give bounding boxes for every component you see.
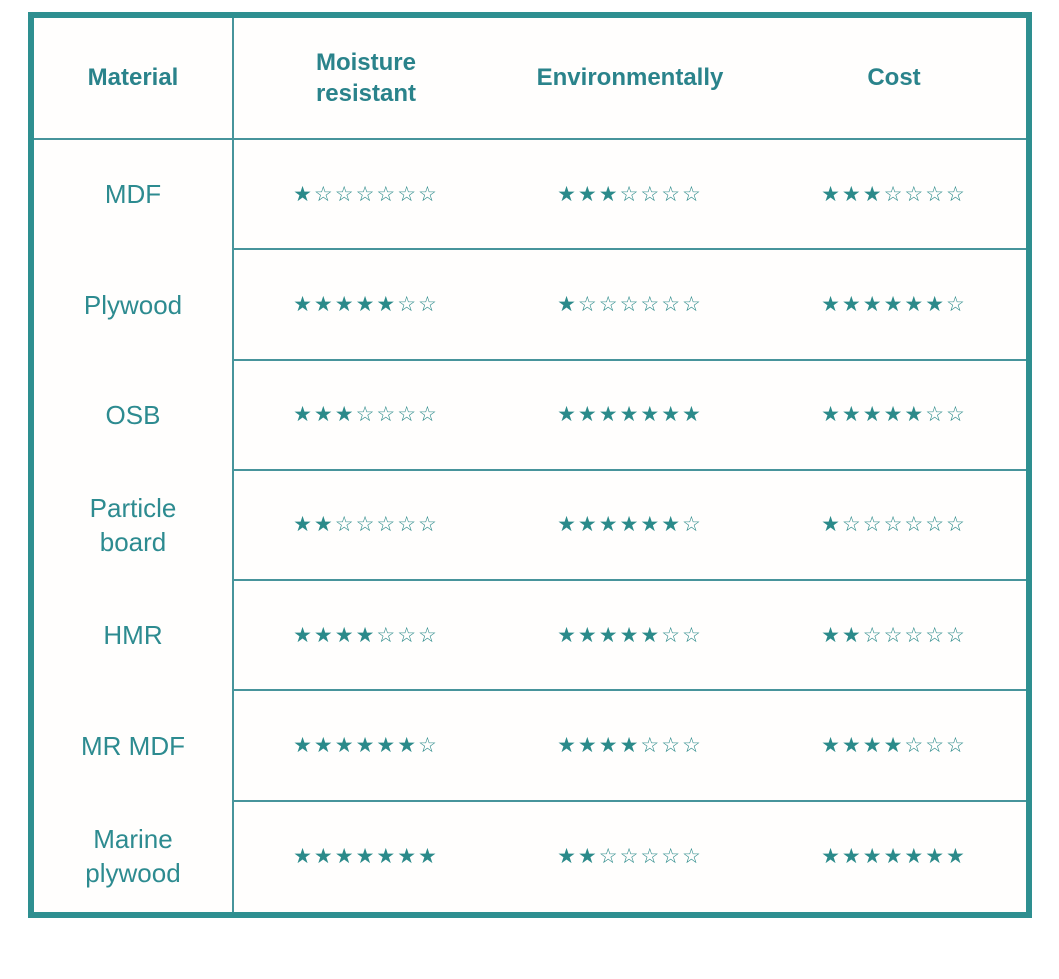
star-rating: ★★☆☆☆☆☆ bbox=[557, 845, 703, 869]
rating-cell-moisture: ★★★☆☆☆☆ bbox=[234, 361, 498, 471]
star-rating: ★★★★★☆☆ bbox=[557, 623, 703, 647]
rating-cell-moisture: ★★☆☆☆☆☆ bbox=[234, 471, 498, 582]
comparison-table: Material Moisture resistant Environmenta… bbox=[28, 12, 1032, 918]
material-label: OSB bbox=[105, 399, 161, 430]
material-label: HMR bbox=[103, 620, 163, 651]
column-header-label: Environmentally bbox=[536, 64, 724, 92]
star-rating: ★★★★☆☆☆ bbox=[293, 623, 439, 647]
star-rating: ★☆☆☆☆☆☆ bbox=[821, 513, 967, 537]
star-rating: ★★★★★☆☆ bbox=[293, 292, 439, 316]
rating-cell-moisture: ★★★★☆☆☆ bbox=[234, 581, 498, 692]
column-header-label: Cost bbox=[867, 64, 921, 92]
column-header-cost: Cost bbox=[762, 18, 1026, 140]
star-rating: ★★★☆☆☆☆ bbox=[821, 182, 967, 206]
rating-cell-cost: ★☆☆☆☆☆☆ bbox=[762, 471, 1026, 582]
star-rating: ★☆☆☆☆☆☆ bbox=[293, 182, 439, 206]
rating-cell-cost: ★★★★★☆☆ bbox=[762, 361, 1026, 471]
rating-cell-environmentally: ★★★☆☆☆☆ bbox=[498, 140, 762, 251]
star-rating: ★★★★☆☆☆ bbox=[557, 734, 703, 758]
material-cell: MDF bbox=[34, 140, 234, 251]
star-rating: ★★★★★★★ bbox=[293, 845, 439, 869]
star-rating: ★☆☆☆☆☆☆ bbox=[557, 292, 703, 316]
star-rating: ★★★☆☆☆☆ bbox=[557, 182, 703, 206]
rating-cell-cost: ★★☆☆☆☆☆ bbox=[762, 581, 1026, 692]
rating-cell-moisture: ★☆☆☆☆☆☆ bbox=[234, 140, 498, 251]
star-rating: ★★★★★★★ bbox=[821, 845, 967, 869]
rating-cell-cost: ★★★★★★☆ bbox=[762, 250, 1026, 361]
rating-cell-environmentally: ★★★★★★☆ bbox=[498, 471, 762, 582]
rating-cell-environmentally: ★★☆☆☆☆☆ bbox=[498, 802, 762, 912]
rating-cell-moisture: ★★★★★☆☆ bbox=[234, 250, 498, 361]
rating-cell-environmentally: ★★★★★☆☆ bbox=[498, 581, 762, 692]
rating-cell-moisture: ★★★★★★☆ bbox=[234, 691, 498, 802]
material-cell: Plywood bbox=[34, 250, 234, 361]
material-label: Particle board bbox=[89, 493, 177, 557]
star-rating: ★★★★★☆☆ bbox=[821, 403, 967, 427]
star-rating: ★★☆☆☆☆☆ bbox=[293, 513, 439, 537]
rating-cell-environmentally: ★☆☆☆☆☆☆ bbox=[498, 250, 762, 361]
rating-cell-cost: ★★★★★★★ bbox=[762, 802, 1026, 912]
rating-cell-environmentally: ★★★★☆☆☆ bbox=[498, 691, 762, 802]
column-header-label: Material bbox=[87, 64, 179, 92]
column-header-label: Moisture resistant bbox=[315, 48, 417, 107]
material-cell: OSB bbox=[34, 360, 234, 471]
material-cell: MR MDF bbox=[34, 691, 234, 802]
star-rating: ★★★★☆☆☆ bbox=[821, 734, 967, 758]
material-cell: Particle board bbox=[34, 470, 234, 582]
rating-cell-cost: ★★★☆☆☆☆ bbox=[762, 140, 1026, 251]
star-rating: ★★★★★★★ bbox=[557, 403, 703, 427]
rating-cell-moisture: ★★★★★★★ bbox=[234, 802, 498, 912]
star-rating: ★★☆☆☆☆☆ bbox=[821, 623, 967, 647]
material-label: MR MDF bbox=[81, 730, 185, 761]
material-cell: Marine plywood bbox=[34, 801, 234, 912]
star-rating: ★★★★★★☆ bbox=[557, 513, 703, 537]
column-header-material: Material bbox=[34, 18, 234, 140]
star-rating: ★★★★★★☆ bbox=[821, 292, 967, 316]
star-rating: ★★★★★★☆ bbox=[293, 734, 439, 758]
rating-cell-cost: ★★★★☆☆☆ bbox=[762, 691, 1026, 802]
star-rating: ★★★☆☆☆☆ bbox=[293, 403, 439, 427]
material-cell: HMR bbox=[34, 581, 234, 692]
column-header-moisture-resistant: Moisture resistant bbox=[234, 18, 498, 140]
material-label: MDF bbox=[104, 179, 162, 210]
material-label: Plywood bbox=[83, 289, 183, 320]
column-header-environmentally: Environmentally bbox=[498, 18, 762, 140]
rating-cell-environmentally: ★★★★★★★ bbox=[498, 361, 762, 471]
material-label: Marine plywood bbox=[85, 824, 181, 888]
